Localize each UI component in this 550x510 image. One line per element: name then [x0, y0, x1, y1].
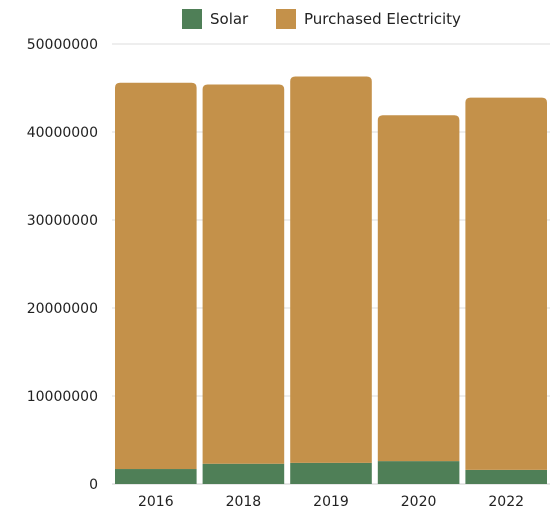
legend-label: Solar	[210, 10, 249, 28]
legend-label: Purchased Electricity	[304, 10, 461, 28]
y-tick-label: 30000000	[27, 213, 98, 229]
y-tick-label: 20000000	[27, 301, 98, 317]
bar-segment-purchased-electricity	[465, 97, 547, 470]
bar-segment-solar	[202, 463, 285, 484]
legend-swatch	[276, 9, 296, 29]
y-tick-label: 0	[89, 477, 98, 493]
x-tick-label: 2022	[488, 494, 524, 510]
bar-segment-solar	[465, 469, 547, 484]
y-tick-label: 40000000	[27, 125, 98, 141]
x-tick-label: 2019	[313, 494, 349, 510]
bar-segment-purchased-electricity	[202, 84, 285, 464]
y-axis-ticks: 0 10000000 20000000 30000000 40000000 5000000…	[27, 37, 98, 493]
x-tick-label: 2018	[226, 494, 262, 510]
legend-swatch	[182, 9, 202, 29]
x-tick-label: 2020	[401, 494, 437, 510]
bar-segment-solar	[115, 469, 197, 484]
y-tick-label: 50000000	[27, 37, 98, 53]
bar-segment-purchased-electricity	[115, 82, 197, 470]
x-axis-ticks: 2016 2018 2019 2020 2022	[138, 494, 524, 510]
legend: Solar Purchased Electricity	[182, 9, 461, 29]
bars	[115, 76, 547, 484]
bar-segment-purchased-electricity	[377, 115, 460, 462]
x-tick-label: 2016	[138, 494, 174, 510]
bar-segment-solar	[290, 462, 372, 484]
bar-segment-solar	[377, 461, 460, 484]
y-tick-label: 10000000	[27, 389, 98, 405]
bar-segment-purchased-electricity	[290, 76, 372, 463]
